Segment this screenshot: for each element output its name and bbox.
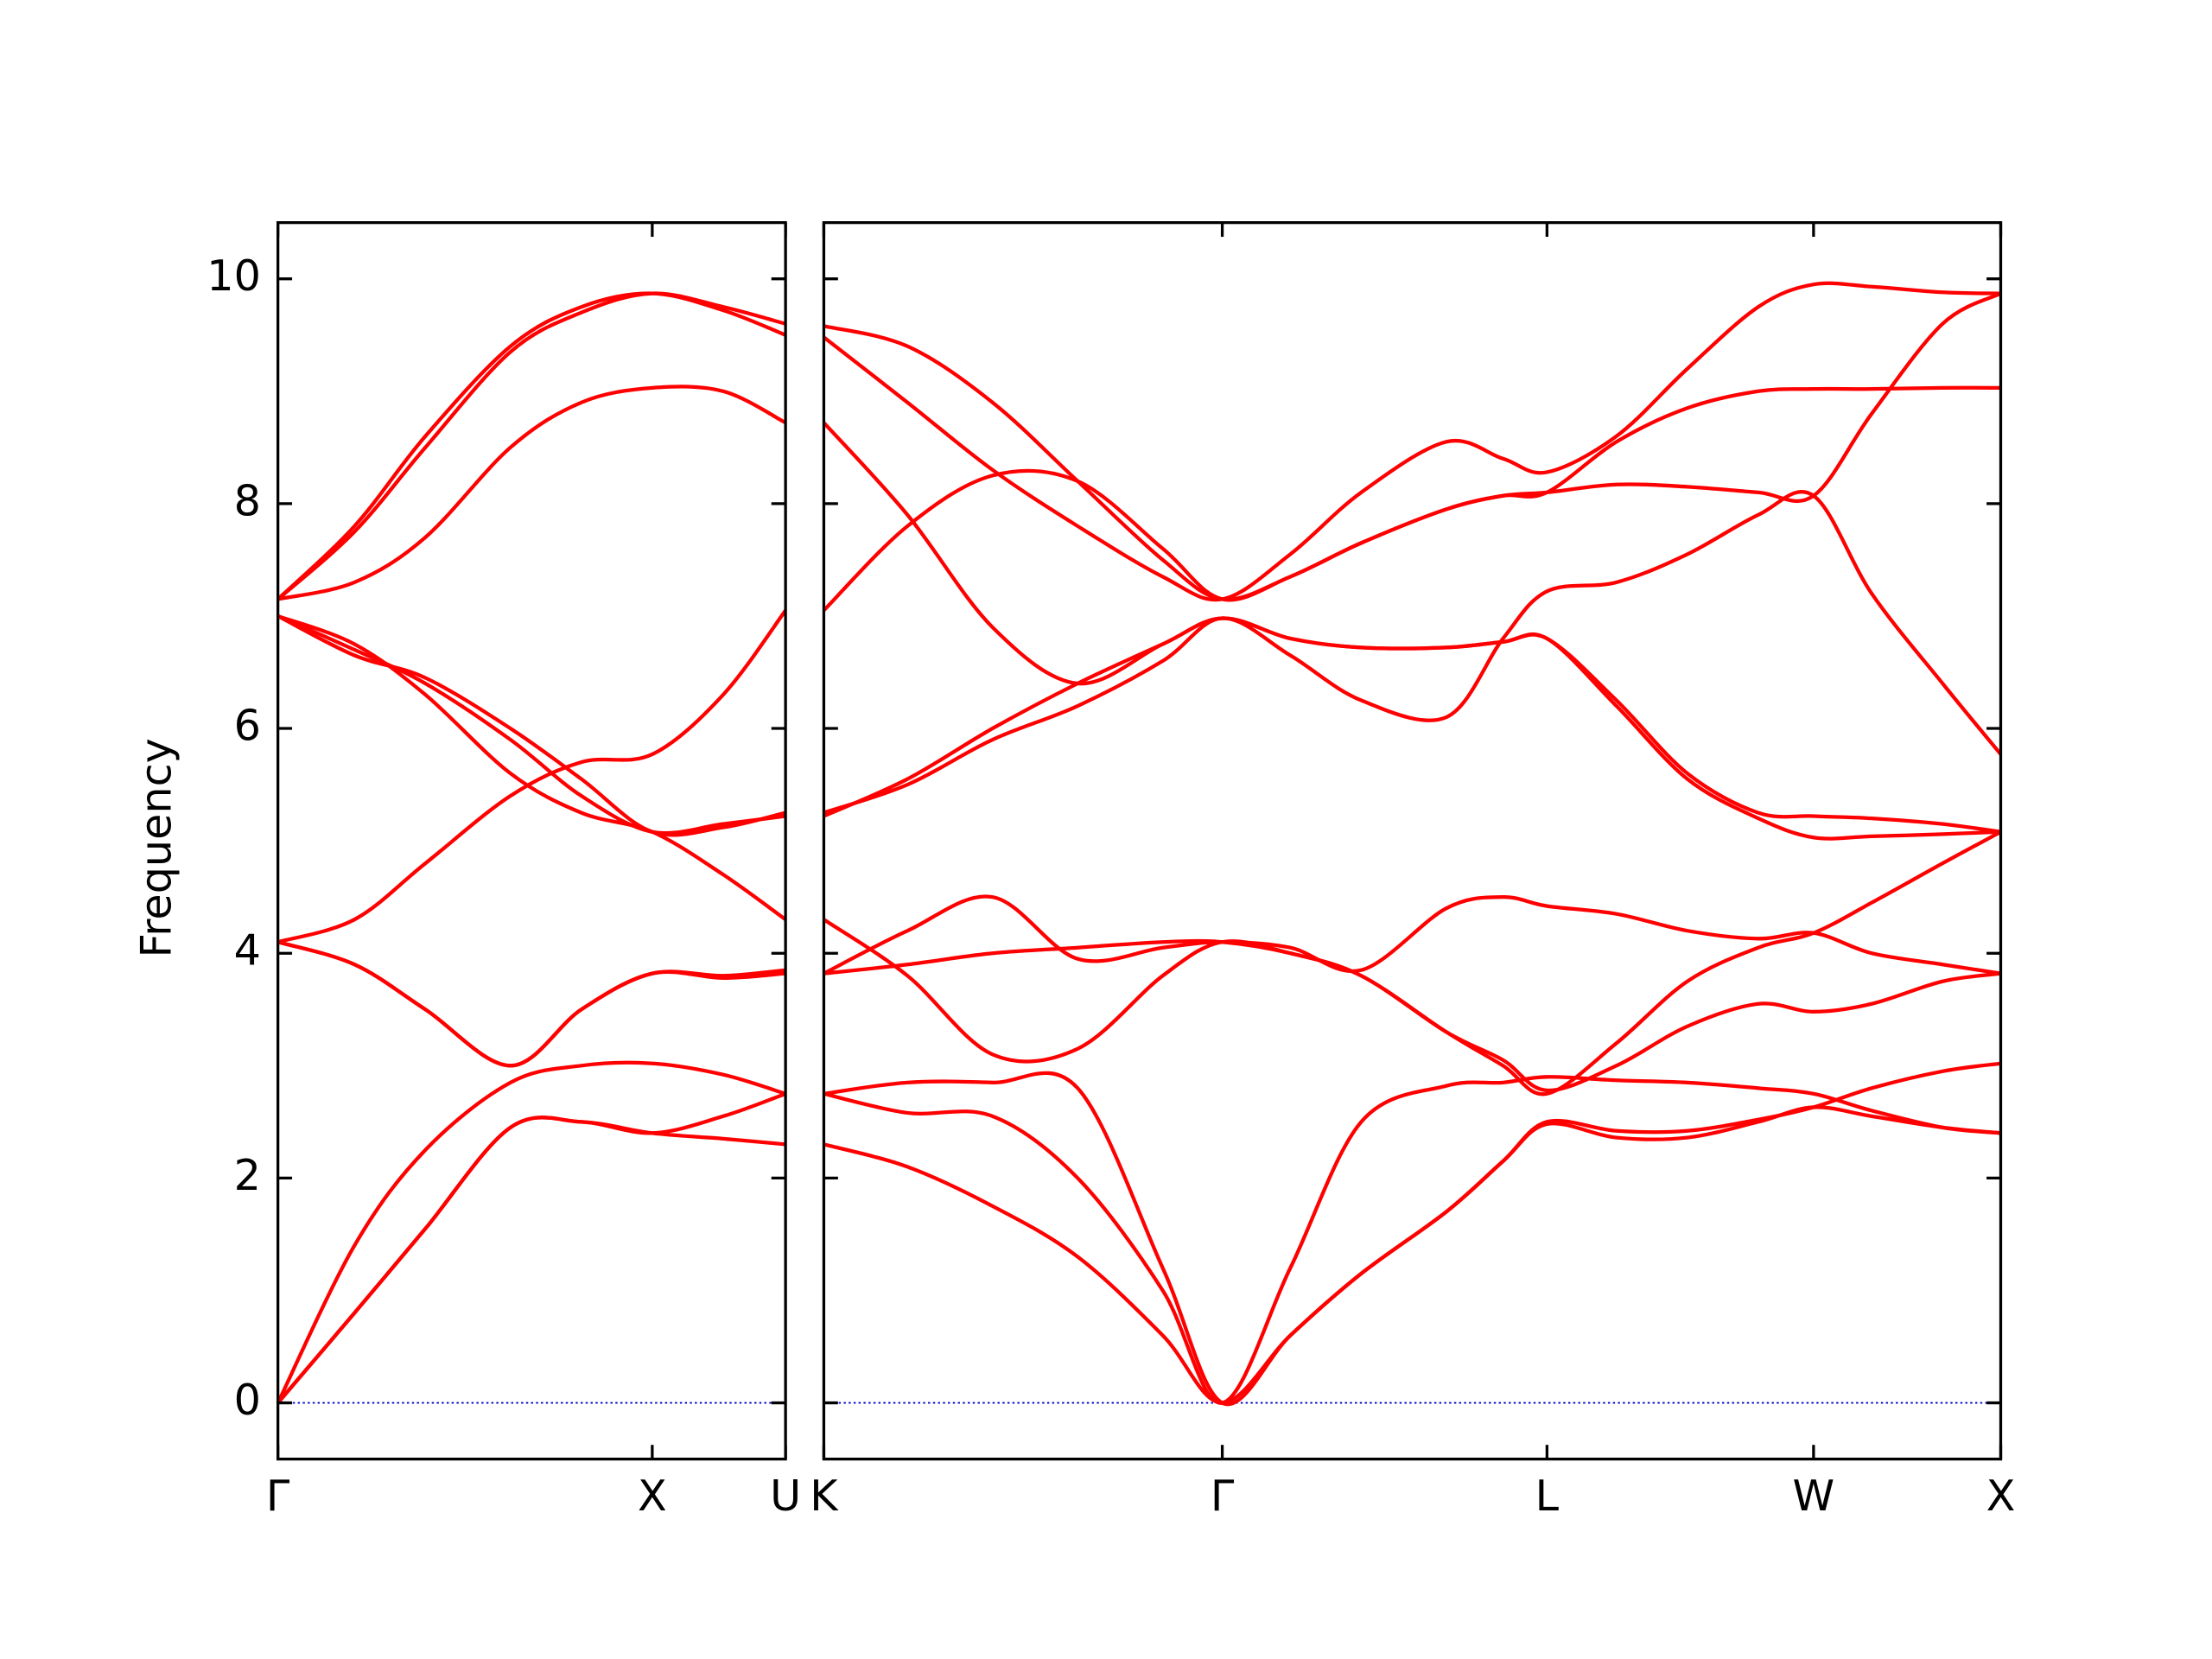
band-line [276,291,786,601]
band-line [276,1060,786,1404]
band-line [277,609,787,944]
x-tick-label: Γ [1211,1471,1235,1521]
y-tick-label: 2 [234,1150,261,1200]
y-tick-label: 8 [234,475,261,525]
y-tick-label: 6 [234,701,261,751]
band-line [276,613,786,836]
band-line [823,1075,2001,1405]
x-tick-label: X [1986,1471,2016,1521]
band-line [276,1091,786,1404]
y-tick-label: 10 [207,251,261,301]
band-line [276,291,786,601]
y-tick-label: 4 [234,925,261,976]
band-line [276,613,787,921]
x-tick-label: X [638,1471,667,1521]
band-line [277,385,787,601]
band-line [823,281,2001,602]
band-line [823,894,2001,976]
x-tick-label: U [770,1471,801,1521]
band-line [822,421,2001,834]
x-tick-label: Γ [266,1471,290,1521]
x-tick-label: W [1793,1471,1835,1521]
x-tick-label: K [810,1471,839,1521]
plot-frame [276,221,787,1461]
band-line [823,1071,2001,1407]
band-line [276,614,786,837]
band-line [823,324,2001,601]
band-line [823,490,2003,815]
band-line [823,918,2001,1093]
y-tick-label: 0 [234,1375,261,1425]
x-tick-label: L [1535,1471,1560,1521]
band-line [277,940,786,1068]
plot-frame [822,221,2003,1461]
y-axis-label: Frequency [130,738,181,957]
